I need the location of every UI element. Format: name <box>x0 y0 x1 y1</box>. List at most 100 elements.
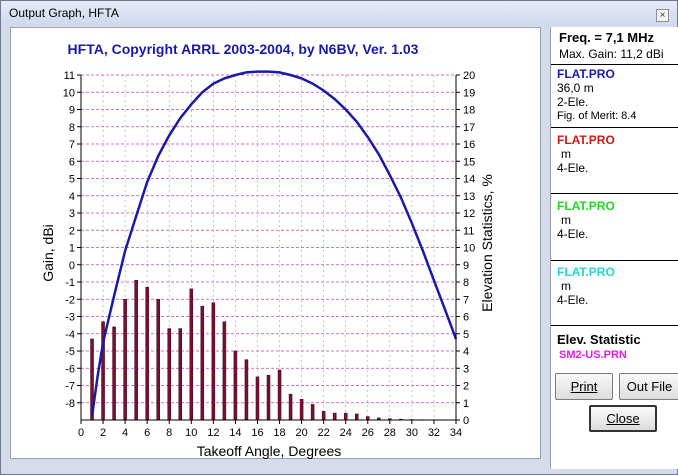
close-button[interactable]: Close <box>589 405 657 432</box>
y-tick-label-right: 13 <box>463 191 475 203</box>
x-tick-label: 16 <box>251 427 263 439</box>
x-tick-label: 12 <box>207 427 219 439</box>
antenna-height: m <box>561 279 571 293</box>
elevation-bar <box>222 321 227 421</box>
x-tick-label: 4 <box>122 427 128 439</box>
elevation-bar <box>244 359 249 421</box>
y-tick-label-left: -4 <box>65 329 75 341</box>
y-tick-label-right: 10 <box>463 243 475 255</box>
y-tick-label-left: -5 <box>65 346 75 358</box>
print-button[interactable]: Print <box>555 373 613 400</box>
elevation-bar <box>145 286 149 421</box>
chart-ticks: 0 2 4 6 8 10 12 14 16 18 20 22 24 26 28 30 32 34111098765… <box>63 70 476 439</box>
y-tick-label-right: 1 <box>463 398 469 410</box>
x-tick-label: 14 <box>229 427 241 439</box>
y-tick-label-left: -3 <box>65 312 75 324</box>
print-button-label: Print <box>570 379 598 394</box>
antenna-elements: 4-Ele. <box>557 293 589 307</box>
elevation-bar <box>310 404 315 421</box>
gain-curve <box>90 70 458 417</box>
elevation-bar <box>200 305 205 421</box>
elevation-bar <box>211 302 216 421</box>
antenna-file: FLAT.PRO <box>557 67 615 81</box>
antenna-entry-4: FLAT.PRO m 4-Ele. <box>557 265 615 307</box>
antenna-elements: 4-Ele. <box>557 227 589 241</box>
x-axis-label: Takeoff Angle, Degrees <box>197 443 342 459</box>
y-tick-label-right: 16 <box>463 139 475 151</box>
elevation-bar <box>255 376 260 421</box>
y-tick-label-right: 4 <box>463 346 469 358</box>
y-axis-label-right: Elevation Statistics, % <box>479 174 495 312</box>
antenna-entry-2: FLAT.PRO m 4-Ele. <box>557 133 615 175</box>
elevation-bar <box>112 326 116 421</box>
x-tick-label: 32 <box>428 427 440 439</box>
divider <box>551 127 678 128</box>
window-title: Output Graph, HFTA <box>9 6 119 20</box>
plot-panel: HFTA, Copyright ARRL 2003-2004, by N6BV,… <box>10 27 541 459</box>
elevation-bar <box>343 412 348 421</box>
elevation-bar <box>178 328 183 421</box>
close-icon[interactable]: × <box>656 9 669 22</box>
y-tick-label-right: 3 <box>463 363 469 375</box>
gain-elevation-chart: HFTA, Copyright ARRL 2003-2004, by N6BV,… <box>40 41 495 459</box>
elevation-bar <box>277 369 282 421</box>
antenna-height: m <box>561 213 571 227</box>
chart-grid <box>80 74 457 421</box>
elevation-bar <box>189 288 194 421</box>
x-tick-label: 10 <box>185 427 197 439</box>
x-tick-label: 8 <box>166 427 172 439</box>
y-tick-label-left: 6 <box>69 156 75 168</box>
y-tick-label-right: 7 <box>463 294 469 306</box>
y-tick-label-left: 9 <box>69 105 75 117</box>
x-tick-label: 20 <box>295 427 307 439</box>
close-button-label: Close <box>606 411 640 426</box>
antenna-elements: 2-Ele. <box>557 95 589 109</box>
y-axis-label-left: Gain, dBi <box>40 224 56 282</box>
chart-title: HFTA, Copyright ARRL 2003-2004, by N6BV,… <box>68 41 419 57</box>
figure-of-merit: Fig. of Merit: 8.4 <box>557 110 637 122</box>
divider <box>551 325 678 326</box>
x-tick-label: 0 <box>78 427 84 439</box>
y-tick-label-right: 8 <box>463 277 469 289</box>
y-tick-label-left: -8 <box>65 398 75 410</box>
x-tick-label: 6 <box>144 427 150 439</box>
divider <box>551 64 678 65</box>
elevation-statistic-title: Elev. Statistic <box>557 332 641 347</box>
y-tick-label-right: 6 <box>463 312 469 324</box>
title-bar: Output Graph, HFTA × <box>1 1 677 25</box>
elevation-bar <box>321 411 326 421</box>
x-tick-label: 30 <box>406 427 418 439</box>
antenna-height: m <box>561 147 571 161</box>
x-tick-label: 28 <box>384 427 396 439</box>
x-tick-label: 24 <box>340 427 352 439</box>
y-tick-label-left: 7 <box>69 139 75 151</box>
y-tick-label-left: 4 <box>69 191 75 203</box>
y-tick-label-left: 1 <box>69 243 75 255</box>
y-tick-label-left: 10 <box>63 87 75 99</box>
elevation-bar <box>134 280 138 421</box>
x-tick-label: 34 <box>450 427 462 439</box>
y-tick-label-left: -1 <box>65 277 75 289</box>
x-tick-label: 2 <box>100 427 106 439</box>
y-tick-label-left: -7 <box>65 381 75 393</box>
elevation-statistic-file: SM2-US.PRN <box>559 349 627 361</box>
info-panel: Freq. = 7,1 MHz Max. Gain: 11,2 dBi FLAT… <box>550 27 678 469</box>
elevation-bar <box>156 299 160 421</box>
out-file-button[interactable]: Out File <box>619 373 678 400</box>
y-tick-label-right: 12 <box>463 208 475 220</box>
elevation-bar <box>299 399 304 421</box>
elevation-bar <box>288 393 293 421</box>
antenna-height: 36,0 m <box>557 81 594 95</box>
y-tick-label-left: 11 <box>64 70 75 82</box>
y-tick-label-right: 17 <box>463 122 475 134</box>
elevation-bar <box>167 328 171 421</box>
gain-curve-line <box>90 70 458 417</box>
y-tick-label-right: 19 <box>463 87 475 99</box>
y-tick-label-right: 15 <box>463 156 475 168</box>
y-tick-label-left: 3 <box>69 208 75 220</box>
max-gain-label: Max. Gain: 11,2 dBi <box>559 47 664 61</box>
y-tick-label-left: -2 <box>65 294 75 306</box>
elevation-bar <box>233 350 238 421</box>
antenna-entry-1: FLAT.PRO 36,0 m 2-Ele. Fig. of Merit: 8.… <box>557 67 636 123</box>
